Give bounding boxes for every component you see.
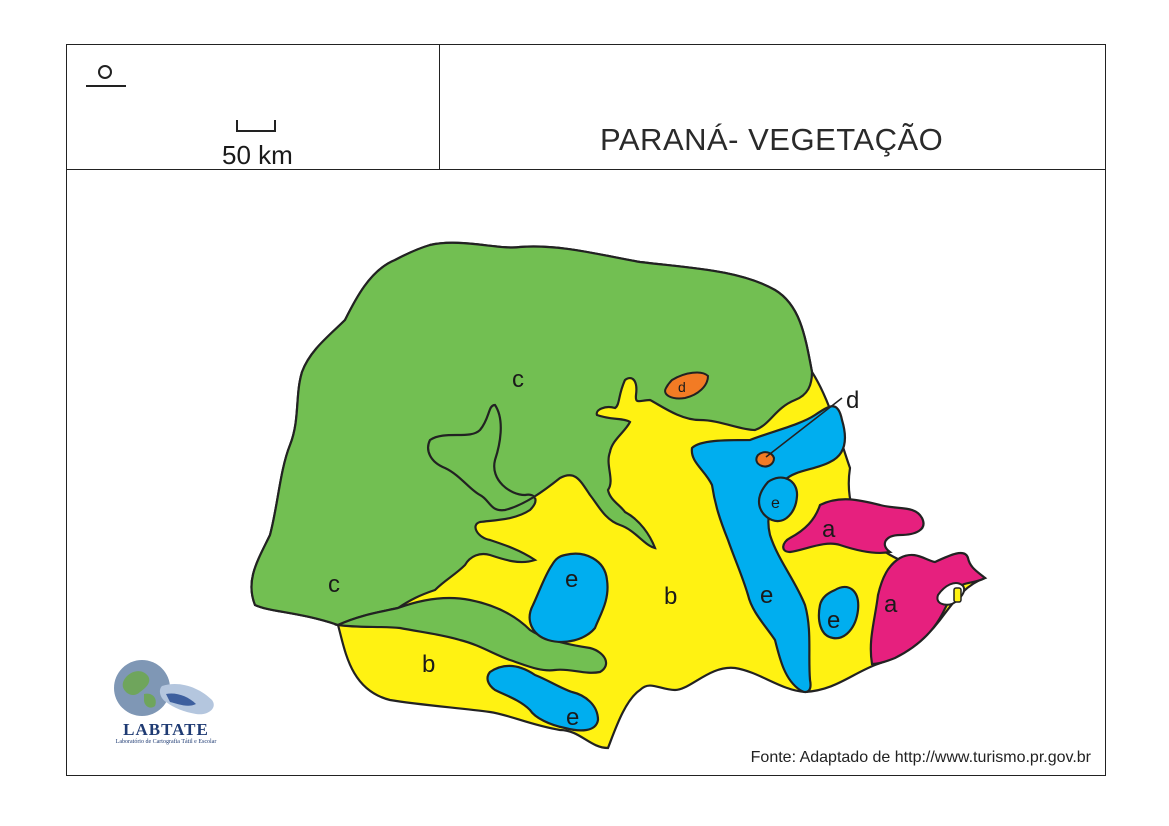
north-arrow-icon [86, 65, 126, 87]
source-credit: Fonte: Adaptado de http://www.turismo.pr… [750, 749, 1091, 766]
labtate-logo [114, 660, 214, 716]
logo-name: LABTATE [123, 720, 209, 739]
logo-subtitle: Laboratório de Cartografia Tátil e Escol… [115, 739, 217, 745]
map-frame [66, 44, 1106, 776]
header-vertical-divider [439, 44, 440, 170]
map-title: PARANÁ- VEGETAÇÃO [600, 122, 944, 157]
scale-label: 50 km [222, 140, 293, 170]
header-divider [66, 169, 1106, 170]
scale-bar-icon [236, 120, 276, 132]
